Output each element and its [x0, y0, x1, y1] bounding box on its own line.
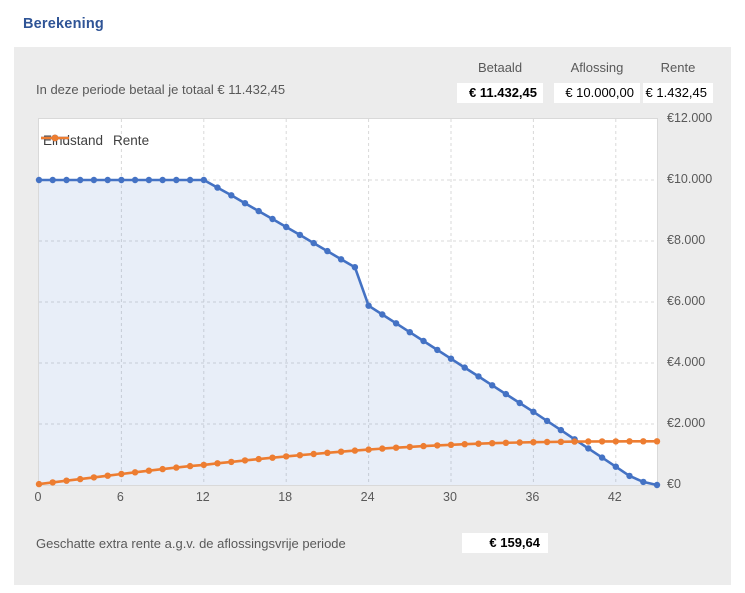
x-tick-label: 0	[34, 490, 42, 504]
x-tick-label: 6	[116, 490, 124, 504]
column-header-aflossing: Aflossing	[570, 60, 624, 75]
calculation-panel: In deze periode betaal je totaal € 11.43…	[14, 47, 731, 585]
y-tick-label: €6.000	[667, 294, 706, 308]
y-tick-label: €12.000	[667, 111, 713, 125]
chart-legend: Eindstand Rente	[41, 133, 149, 148]
x-tick-label: 24	[360, 490, 375, 504]
loan-chart	[35, 119, 661, 489]
betaald-value-cell: € 11.432,45	[457, 83, 543, 103]
y-tick-label: €0	[667, 477, 681, 491]
rente-line-marker-icon	[41, 134, 69, 142]
x-tick-label: 18	[278, 490, 293, 504]
page-title: Berekening	[23, 16, 104, 32]
y-tick-label: €2.000	[667, 416, 706, 430]
x-tick-label: 30	[443, 490, 457, 504]
rente-value-cell: € 1.432,45	[643, 83, 713, 103]
legend-label-rente: Rente	[113, 133, 150, 148]
extra-rente-label: Geschatte extra rente a.g.v. de aflossin…	[36, 536, 346, 551]
extra-rente-value-cell: € 159,64	[462, 533, 548, 553]
legend-item-rente: Rente	[41, 133, 150, 148]
loan-chart-plot-area: Eindstand Rente	[35, 118, 661, 489]
x-tick-label: 12	[195, 490, 210, 504]
y-tick-label: €8.000	[667, 233, 706, 247]
x-tick-label: 42	[607, 490, 622, 504]
column-header-rente: Rente	[660, 60, 696, 75]
x-tick-label: 36	[525, 490, 540, 504]
aflossing-value-cell: € 10.000,00	[554, 83, 640, 103]
y-tick-label: €4.000	[667, 355, 706, 369]
period-total-note: In deze periode betaal je totaal € 11.43…	[36, 82, 286, 97]
column-header-betaald: Betaald	[477, 60, 523, 75]
y-tick-label: €10.000	[667, 172, 713, 186]
